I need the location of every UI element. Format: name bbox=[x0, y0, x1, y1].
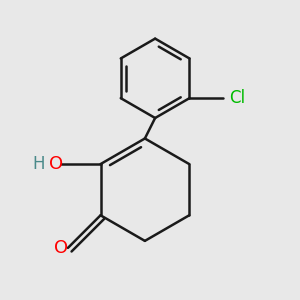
Text: O: O bbox=[55, 239, 69, 257]
Text: Cl: Cl bbox=[229, 89, 245, 107]
Text: H: H bbox=[33, 155, 45, 173]
Text: O: O bbox=[49, 155, 63, 173]
